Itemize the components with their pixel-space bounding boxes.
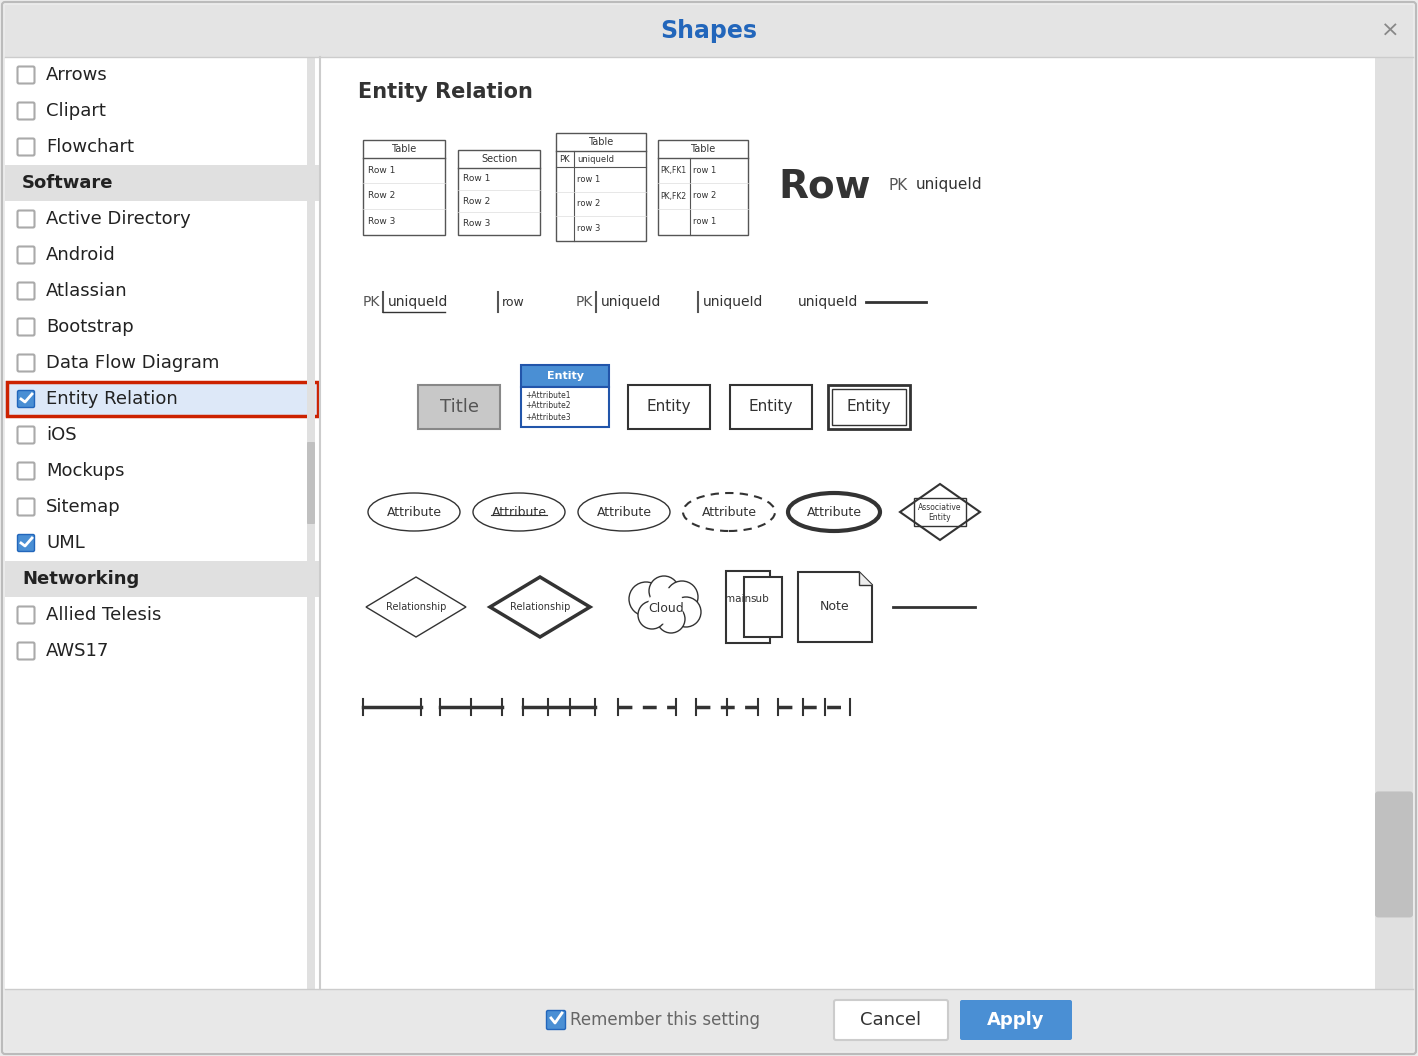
Text: PK: PK bbox=[363, 295, 380, 309]
FancyBboxPatch shape bbox=[17, 534, 34, 551]
Text: row: row bbox=[502, 296, 525, 308]
Text: uniqueId: uniqueId bbox=[389, 295, 448, 309]
Ellipse shape bbox=[474, 493, 564, 531]
Text: Row 3: Row 3 bbox=[369, 218, 396, 226]
Text: Entity: Entity bbox=[929, 513, 951, 523]
Text: Row 1: Row 1 bbox=[369, 166, 396, 175]
Text: iOS: iOS bbox=[45, 426, 77, 444]
Bar bbox=[418, 385, 501, 429]
Text: Shapes: Shapes bbox=[661, 19, 757, 43]
Text: Row 1: Row 1 bbox=[464, 174, 491, 183]
Bar bbox=[520, 365, 608, 386]
Text: row 2: row 2 bbox=[693, 191, 716, 201]
Text: Relationship: Relationship bbox=[510, 602, 570, 612]
Polygon shape bbox=[366, 577, 467, 637]
FancyBboxPatch shape bbox=[17, 319, 34, 336]
Text: row 2: row 2 bbox=[577, 200, 600, 208]
Text: PK,FK2: PK,FK2 bbox=[659, 191, 686, 201]
Text: AWS17: AWS17 bbox=[45, 642, 109, 660]
Bar bbox=[6, 989, 1412, 1051]
Text: +Attribute3: +Attribute3 bbox=[525, 413, 570, 421]
Text: Row: Row bbox=[778, 168, 871, 206]
Text: Clipart: Clipart bbox=[45, 102, 106, 120]
FancyBboxPatch shape bbox=[17, 138, 34, 155]
Text: Active Directory: Active Directory bbox=[45, 210, 191, 228]
Text: Note: Note bbox=[820, 601, 849, 614]
FancyBboxPatch shape bbox=[17, 246, 34, 264]
Bar bbox=[458, 150, 540, 234]
Text: Table: Table bbox=[391, 144, 417, 153]
FancyBboxPatch shape bbox=[546, 1011, 566, 1030]
Circle shape bbox=[649, 576, 679, 606]
Polygon shape bbox=[491, 577, 590, 637]
Text: Associative: Associative bbox=[919, 503, 961, 511]
Text: Entity: Entity bbox=[546, 371, 583, 381]
Text: Bootstrap: Bootstrap bbox=[45, 318, 133, 336]
Bar bbox=[730, 385, 813, 429]
FancyBboxPatch shape bbox=[17, 463, 34, 479]
Text: Allied Telesis: Allied Telesis bbox=[45, 606, 162, 624]
Text: Row 2: Row 2 bbox=[369, 191, 396, 201]
Text: row 1: row 1 bbox=[577, 175, 600, 184]
Bar bbox=[520, 386, 608, 427]
Text: row 1: row 1 bbox=[693, 166, 716, 175]
Text: Title: Title bbox=[440, 398, 478, 416]
Polygon shape bbox=[859, 572, 872, 585]
Text: Atlassian: Atlassian bbox=[45, 282, 128, 300]
Text: Entity Relation: Entity Relation bbox=[45, 390, 177, 408]
Text: Entity: Entity bbox=[749, 399, 793, 415]
Text: PK: PK bbox=[576, 295, 593, 309]
Circle shape bbox=[638, 601, 666, 629]
Text: Arrows: Arrows bbox=[45, 65, 108, 84]
Bar bbox=[6, 381, 320, 417]
Text: +Attribute2: +Attribute2 bbox=[525, 401, 570, 411]
Text: row 1: row 1 bbox=[693, 218, 716, 226]
FancyBboxPatch shape bbox=[17, 355, 34, 372]
Text: uniqueId: uniqueId bbox=[916, 177, 983, 192]
FancyBboxPatch shape bbox=[308, 442, 315, 524]
Text: Flowchart: Flowchart bbox=[45, 138, 133, 156]
Text: Software: Software bbox=[23, 174, 113, 192]
FancyBboxPatch shape bbox=[17, 498, 34, 515]
Text: uniqueId: uniqueId bbox=[703, 295, 763, 309]
Text: Entity Relation: Entity Relation bbox=[357, 82, 533, 102]
Text: Cloud: Cloud bbox=[648, 603, 683, 616]
Circle shape bbox=[657, 605, 685, 633]
Circle shape bbox=[630, 582, 664, 616]
Bar bbox=[320, 57, 1412, 989]
Text: Table: Table bbox=[588, 137, 614, 147]
FancyBboxPatch shape bbox=[834, 1000, 949, 1040]
Text: uniqueId: uniqueId bbox=[798, 295, 858, 309]
FancyBboxPatch shape bbox=[17, 283, 34, 300]
Circle shape bbox=[671, 597, 700, 627]
Text: PK: PK bbox=[559, 154, 570, 164]
Text: uniqueId: uniqueId bbox=[601, 295, 661, 309]
Text: Relationship: Relationship bbox=[386, 602, 447, 612]
Text: Attribute: Attribute bbox=[807, 506, 862, 518]
FancyBboxPatch shape bbox=[960, 1000, 1072, 1040]
Text: Row 2: Row 2 bbox=[464, 196, 491, 206]
Text: sub: sub bbox=[750, 593, 770, 604]
Text: Networking: Networking bbox=[23, 570, 139, 588]
Bar bbox=[744, 577, 781, 637]
Bar bbox=[832, 389, 906, 425]
Bar bbox=[6, 561, 320, 597]
Bar bbox=[726, 571, 770, 643]
Text: Sitemap: Sitemap bbox=[45, 498, 121, 516]
Bar bbox=[628, 385, 710, 429]
Text: row 3: row 3 bbox=[577, 224, 600, 233]
FancyBboxPatch shape bbox=[17, 427, 34, 444]
Bar bbox=[556, 133, 647, 241]
Circle shape bbox=[648, 588, 683, 624]
Text: Apply: Apply bbox=[987, 1011, 1045, 1029]
FancyBboxPatch shape bbox=[17, 642, 34, 660]
Text: Remember this setting: Remember this setting bbox=[570, 1011, 760, 1029]
Bar bbox=[6, 57, 320, 989]
FancyBboxPatch shape bbox=[17, 391, 34, 408]
Text: Android: Android bbox=[45, 246, 116, 264]
FancyBboxPatch shape bbox=[17, 606, 34, 623]
Polygon shape bbox=[798, 572, 872, 642]
Bar bbox=[6, 165, 320, 201]
Text: Attribute: Attribute bbox=[597, 506, 651, 518]
